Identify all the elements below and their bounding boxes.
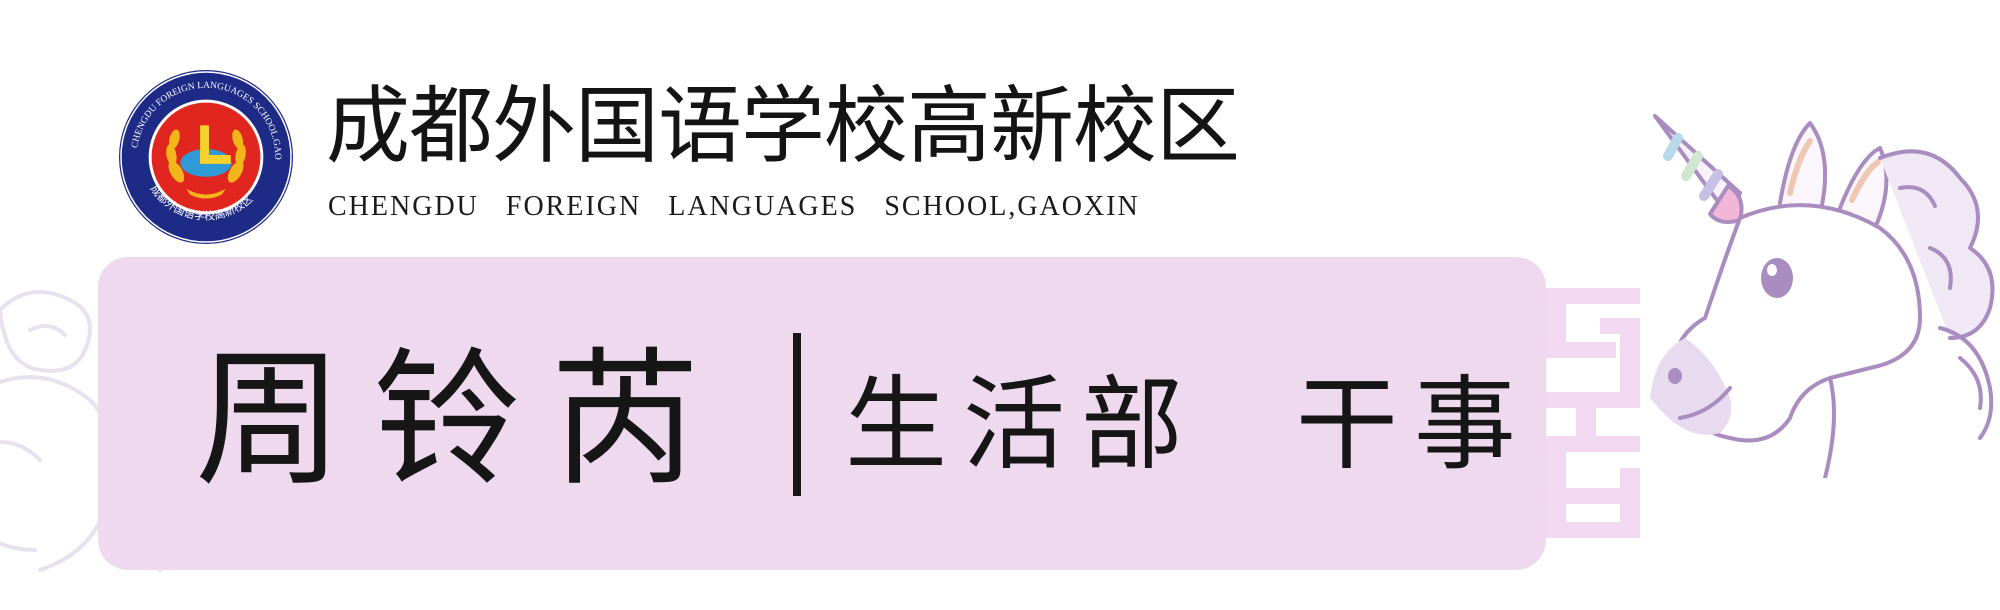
- person-name: 周铃芮: [195, 334, 729, 506]
- position: 干事: [1295, 366, 1532, 485]
- school-seal-icon: CHENGDU FOREIGN LANGUAGES SCHOOL.GAOXIN …: [117, 68, 294, 245]
- department: 生活部: [845, 366, 1199, 485]
- greek-fret-pattern-icon: [1546, 288, 1640, 538]
- name-card: [98, 257, 1546, 570]
- school-name-en: CHENGDU FOREIGN LANGUAGES SCHOOL,GAOXIN: [328, 191, 1140, 222]
- school-name-cn: 成都外国语学校高新校区: [326, 77, 1240, 175]
- unicorn-icon: [1650, 114, 1995, 478]
- role-text: 生活部 干事: [845, 368, 1532, 484]
- name-divider: [793, 333, 801, 496]
